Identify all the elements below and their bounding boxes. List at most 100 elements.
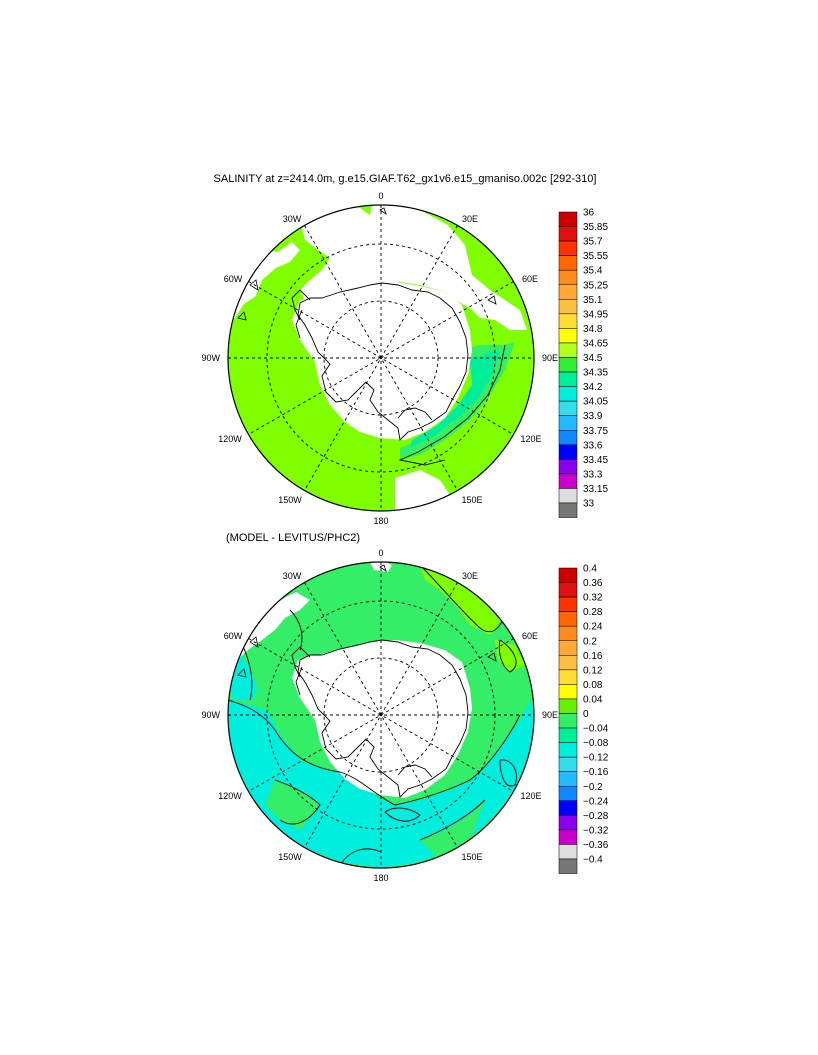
top-colorbar-label: 35.25 [583, 280, 608, 291]
top-lon-label: 60E [522, 274, 538, 284]
top-panel: SALINITY at z=2414.0m, g.e15.GIAF.T62_gx… [201, 173, 608, 526]
bottom-near-zero-region [420, 800, 485, 860]
bottom-colorbar-swatch [558, 858, 578, 874]
top-colorbar-swatch [558, 415, 578, 431]
bottom-near-zero-region [265, 780, 320, 830]
top-lon-label: 90E [542, 353, 558, 363]
top-colorbar-swatch [558, 269, 578, 286]
top-colorbar: 36 35.85 35.7 35.55 35.4 35.25 35.1 34.95 34.8 34… [558, 208, 608, 518]
bottom-colorbar-swatch [558, 756, 578, 772]
bottom-colorbar-swatch [558, 771, 578, 787]
top-colorbar-swatch [558, 502, 578, 518]
bottom-colorbar-label: 0.28 [583, 607, 603, 618]
top-colorbar-swatch [558, 473, 578, 489]
bottom-colorbar-swatch [558, 567, 578, 583]
top-south-pole-marker [379, 356, 383, 360]
top-colorbar-label: 35.55 [583, 251, 608, 262]
top-colorbar-swatch [558, 444, 578, 460]
top-no-data-region [300, 205, 527, 330]
top-lon-label: 180 [373, 516, 388, 526]
top-colorbar-swatch [558, 211, 578, 227]
bottom-colorbar-label: −0.32 [583, 825, 609, 836]
top-lon-label: 0 [378, 191, 383, 201]
bottom-ross-sea-coast [397, 764, 433, 778]
top-colorbar-swatch [558, 459, 578, 475]
bottom-colorbar-swatch [558, 786, 578, 802]
bottom-colorbar-label: −0.16 [583, 767, 609, 778]
top-lon-label: 120W [218, 434, 242, 444]
top-coastal-band [410, 352, 500, 448]
top-colorbar-swatch [558, 430, 578, 446]
bottom-colorbar-label: 0.32 [583, 593, 603, 604]
bottom-lon-label: 150E [461, 852, 482, 862]
bottom-colorbar-swatch [558, 596, 578, 612]
bottom-lon-label: 120W [218, 791, 242, 801]
top-colorbar-label: 35.1 [583, 295, 603, 306]
top-lon-label: 30W [283, 214, 302, 224]
top-colorbar-swatch [558, 357, 578, 373]
top-colorbar-swatch [558, 342, 578, 358]
bottom-lon-label: 120E [520, 791, 541, 801]
bottom-colorbar-swatch [558, 844, 578, 860]
top-colorbar-swatch [558, 386, 578, 402]
bottom-lon-label: 0 [378, 548, 383, 558]
bottom-lon-labels: 0 30E 60E 90E 120E 150E 180 150W 120W 90… [201, 548, 558, 883]
bottom-panel: (MODEL - LEVITUS/PHC2) [201, 532, 608, 883]
top-colorbar-swatch [558, 488, 578, 504]
top-colorbar-label: 34.5 [583, 353, 603, 364]
top-colorbar-swatch [558, 299, 578, 315]
bottom-colorbar-label: 0.4 [583, 564, 597, 575]
bottom-colorbar-label: 0.04 [583, 694, 603, 705]
bottom-antarctic-peninsula [291, 646, 311, 696]
bottom-no-data-region [228, 592, 310, 665]
bottom-south-pole-marker [379, 713, 383, 717]
bottom-colorbar-swatch [558, 655, 578, 671]
bottom-colorbar-swatch [558, 611, 578, 627]
top-colorbar-label: 33.15 [583, 484, 608, 495]
top-colorbar-label: 35.7 [583, 237, 603, 248]
bottom-title: (MODEL - LEVITUS/PHC2) [226, 532, 360, 544]
top-colorbar-label: 34.65 [583, 338, 608, 349]
top-colorbar-label: 36 [583, 208, 595, 219]
bottom-colorbar-swatch [558, 669, 578, 685]
bottom-colorbar-swatch [558, 713, 578, 729]
top-antarctic-peninsula [291, 289, 311, 339]
bottom-colorbar-label: −0.28 [583, 811, 609, 822]
top-colorbar-label: 33.3 [583, 469, 603, 480]
bottom-colorbar-swatch [558, 640, 578, 656]
bottom-colorbar-label: −0.12 [583, 753, 609, 764]
bottom-lon-label: 60E [522, 631, 538, 641]
top-colorbar-swatch [558, 255, 578, 271]
top-lon-label: 150E [461, 495, 482, 505]
top-lon-labels: 0 30E 60E 90E 120E 150E 180 150W 120W 90… [201, 191, 558, 526]
bottom-lon-label: 60W [224, 631, 243, 641]
bottom-colorbar-swatch [558, 698, 578, 714]
top-map [227, 204, 535, 512]
bottom-lon-label: 150W [278, 852, 302, 862]
bottom-colorbar-swatch [558, 742, 578, 758]
bottom-contour-lines [228, 564, 521, 866]
top-colorbar-swatch [558, 313, 578, 329]
bottom-no-data-region [370, 562, 392, 572]
bottom-colorbar-label: 0.08 [583, 680, 603, 691]
top-colorbar-swatch [558, 284, 578, 300]
top-colorbar-label: 33.75 [583, 426, 608, 437]
bottom-positive-region [495, 640, 525, 672]
bottom-colorbar-swatch [558, 582, 578, 598]
top-colorbar-label: 34.95 [583, 309, 608, 320]
top-colorbar-label: 35.4 [583, 266, 603, 277]
top-colorbar-label: 35.85 [583, 222, 608, 233]
top-lon-label: 30E [462, 214, 478, 224]
bottom-colorbar-label: 0.12 [583, 665, 603, 676]
bottom-colorbar-label: 0.16 [583, 651, 603, 662]
top-colorbar-label: 33.6 [583, 440, 603, 451]
bottom-lon-label: 30E [462, 571, 478, 581]
top-lon-label: 90W [201, 353, 220, 363]
top-lon-label: 150W [278, 495, 302, 505]
top-colorbar-label: 34.05 [583, 397, 608, 408]
bottom-lon-label: 90W [201, 710, 220, 720]
bottom-colorbar-swatch [558, 800, 578, 816]
bottom-colorbar-label: 0.2 [583, 636, 597, 647]
top-colorbar-swatch [558, 371, 578, 387]
